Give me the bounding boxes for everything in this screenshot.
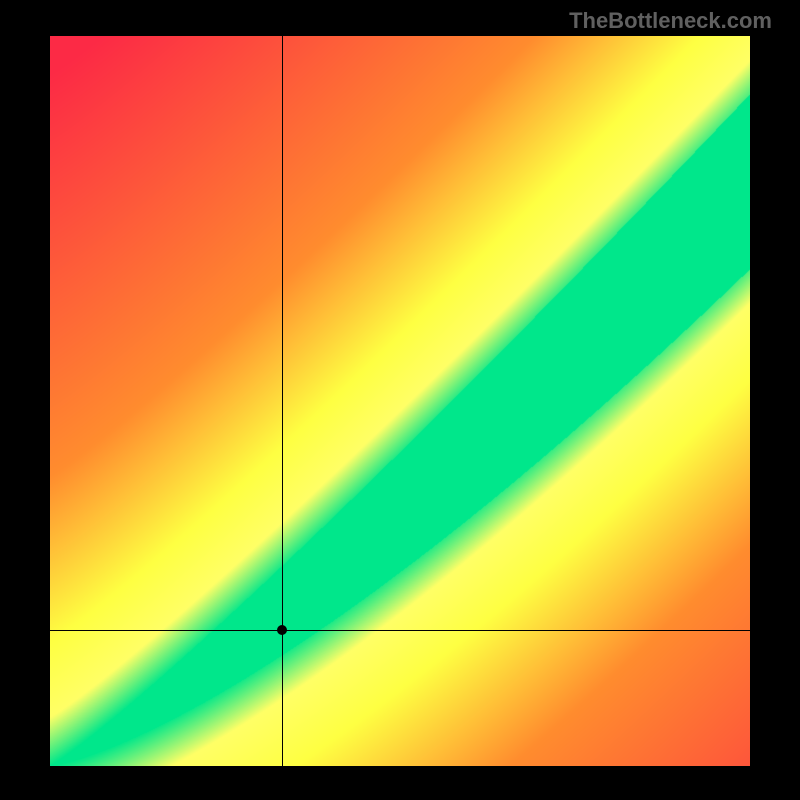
plot-area: [50, 36, 750, 766]
crosshair-vertical: [282, 36, 283, 766]
watermark-text: TheBottleneck.com: [569, 8, 772, 34]
crosshair-horizontal: [50, 630, 750, 631]
data-marker: [277, 625, 287, 635]
heatmap-canvas: [50, 36, 750, 766]
